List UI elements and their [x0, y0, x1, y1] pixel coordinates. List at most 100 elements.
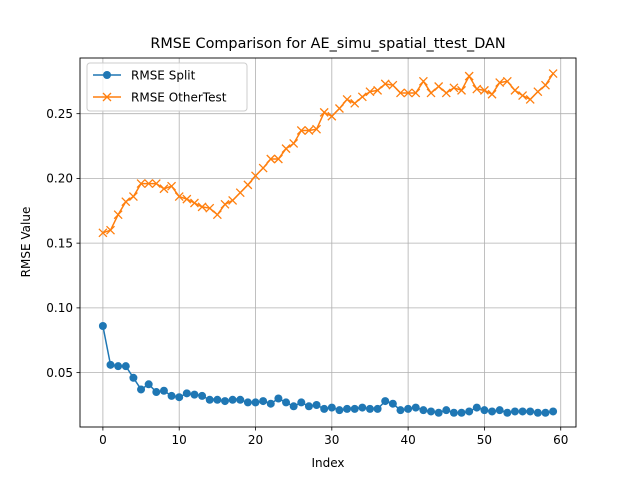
- y-tick-label: 0.15: [46, 236, 73, 250]
- data-point: [121, 197, 131, 207]
- data-point: [304, 402, 313, 411]
- data-point: [449, 408, 458, 417]
- data-point: [373, 404, 382, 413]
- data-point: [228, 395, 237, 404]
- data-point: [228, 195, 238, 205]
- data-point: [533, 408, 542, 417]
- data-point: [106, 225, 115, 235]
- data-point: [427, 407, 436, 416]
- series-1: [98, 69, 558, 238]
- data-point: [175, 393, 184, 402]
- data-point: [152, 388, 161, 397]
- series-layer: [98, 69, 558, 417]
- data-point: [220, 397, 229, 406]
- data-point: [365, 404, 374, 413]
- data-point: [488, 407, 497, 416]
- data-point: [526, 407, 535, 416]
- legend: RMSE Split RMSE OtherTest: [86, 62, 248, 112]
- chart-title: RMSE Comparison for AE_simu_spatial_ttes…: [150, 36, 505, 52]
- data-point: [411, 403, 420, 412]
- data-point: [243, 180, 253, 190]
- data-point: [403, 88, 413, 98]
- x-axis-label: Index: [311, 456, 344, 470]
- data-point: [304, 126, 314, 135]
- data-point: [502, 76, 512, 86]
- data-point: [518, 407, 527, 416]
- data-point: [404, 404, 413, 413]
- data-point: [128, 192, 138, 201]
- legend-box: [86, 62, 248, 112]
- data-point: [411, 88, 421, 98]
- data-point: [335, 406, 344, 415]
- legend-label-othertest: RMSE OtherTest: [131, 91, 227, 105]
- data-point: [235, 188, 245, 198]
- data-point: [342, 94, 352, 104]
- y-axis-label: RMSE Value: [19, 207, 33, 278]
- data-point: [167, 181, 177, 191]
- data-point: [380, 79, 390, 89]
- data-point: [289, 138, 299, 148]
- data-point: [357, 92, 367, 102]
- data-point: [151, 179, 161, 189]
- data-point: [137, 385, 146, 394]
- data-point: [388, 399, 397, 408]
- data-point: [136, 179, 146, 189]
- data-point: [174, 192, 184, 201]
- y-tick-label: 0.20: [46, 172, 73, 186]
- data-point: [525, 94, 535, 104]
- data-point: [441, 88, 451, 98]
- data-point: [510, 85, 520, 95]
- data-point: [182, 389, 191, 398]
- data-point: [320, 404, 329, 413]
- data-point: [549, 407, 558, 416]
- data-point: [365, 87, 375, 97]
- grid: [80, 58, 576, 427]
- data-point: [121, 362, 130, 371]
- data-point: [495, 406, 504, 415]
- data-point: [434, 408, 443, 417]
- data-point: [327, 403, 336, 412]
- data-point: [205, 395, 214, 404]
- data-point: [319, 107, 329, 117]
- data-point: [312, 400, 321, 409]
- data-point: [190, 198, 199, 208]
- data-point: [266, 399, 275, 408]
- x-tick-label: 40: [400, 433, 415, 447]
- data-point: [129, 373, 138, 382]
- data-point: [312, 124, 322, 134]
- data-point: [358, 403, 367, 412]
- data-point: [442, 406, 451, 415]
- data-point: [198, 391, 207, 400]
- legend-marker-split: [103, 71, 111, 79]
- data-point: [518, 91, 528, 101]
- x-tick-label: 50: [477, 433, 492, 447]
- data-point: [144, 179, 154, 189]
- data-point: [548, 69, 558, 78]
- data-point: [350, 404, 359, 413]
- data-point: [503, 408, 512, 417]
- series-0: [98, 322, 558, 417]
- data-point: [418, 76, 428, 86]
- data-point: [541, 408, 550, 417]
- data-point: [480, 406, 489, 415]
- x-tick-label: 20: [248, 433, 263, 447]
- legend-label-split: RMSE Split: [131, 69, 196, 83]
- data-point: [343, 404, 352, 413]
- data-point: [273, 154, 283, 164]
- data-point: [541, 80, 550, 90]
- data-point: [190, 390, 199, 399]
- data-point: [258, 163, 268, 173]
- data-point: [243, 398, 252, 407]
- data-point: [465, 407, 474, 416]
- data-point: [259, 397, 268, 406]
- data-point: [113, 210, 123, 220]
- data-point: [449, 83, 459, 93]
- data-point: [457, 408, 466, 417]
- data-point: [182, 194, 192, 204]
- data-point: [297, 398, 306, 407]
- data-point: [144, 380, 153, 389]
- data-point: [236, 395, 245, 404]
- data-point: [197, 202, 207, 212]
- data-point: [266, 154, 276, 164]
